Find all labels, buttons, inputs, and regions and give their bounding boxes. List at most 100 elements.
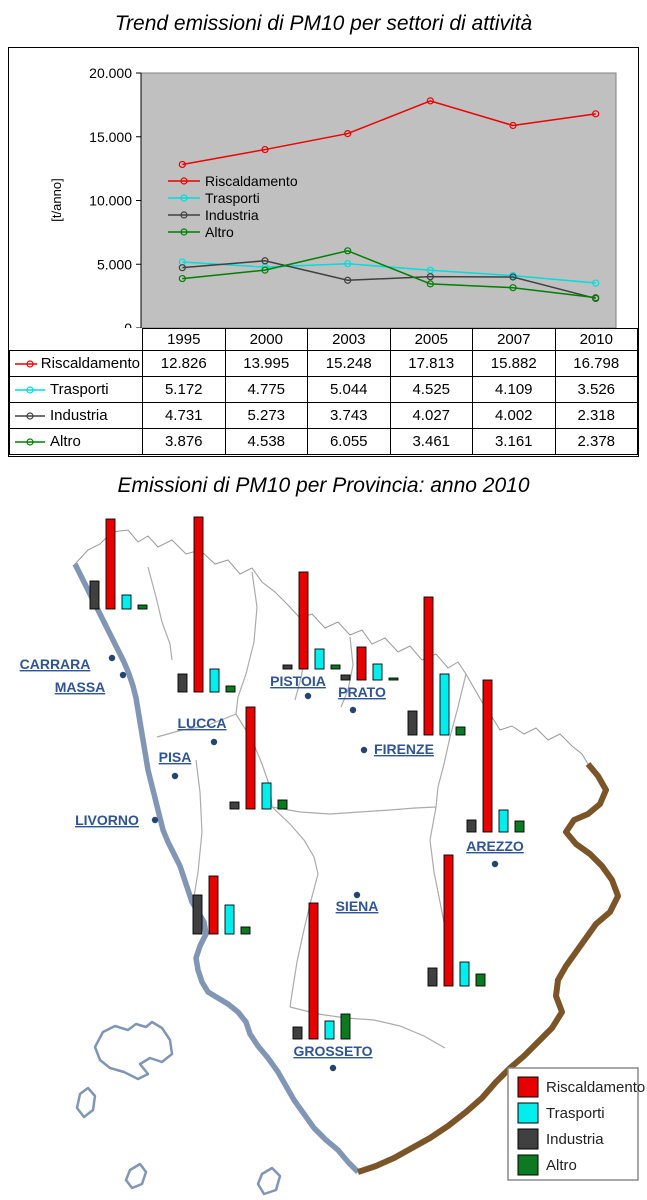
province-bar [455,726,466,736]
city-dot [304,692,312,700]
value-cell: 17.813 [389,350,473,377]
province-bar [208,875,219,935]
series-marker [509,121,517,130]
legend-marker [180,194,188,202]
province-group: PISTOIA [270,571,341,700]
legend-label: Altro [205,224,234,240]
value-cell: 12.826 [142,350,226,377]
map-legend: Riscaldamento Trasporti Industria Altro [507,1067,645,1181]
row-marker [15,411,45,420]
province-bar [282,664,293,670]
year-header: 1995 [142,328,226,351]
value-cell: 4.538 [224,428,308,455]
map-title: Emissioni di PM10 per Provincia: anno 20… [117,474,530,497]
series-marker [261,145,269,154]
province-bar [372,663,383,681]
row-marker [15,359,37,368]
province-bar [137,604,148,610]
apennine-border [357,762,621,1175]
province-bar [277,799,288,810]
province-bar [459,961,470,987]
province-label: MASSA [55,679,106,695]
city-dot [119,671,127,679]
row-label-cell: Altro [9,428,143,455]
series-marker [178,160,186,169]
value-cell: 3.526 [554,376,638,403]
series-marker [344,276,352,284]
y-tick-label: 0 [124,320,132,328]
province-bar [192,894,203,935]
province-bar [177,673,188,693]
province-bar [229,801,240,810]
value-cell: 4.775 [224,376,308,403]
island-montecristo [256,1166,282,1196]
province-bar [330,664,341,670]
value-cell: 3.161 [472,428,556,455]
value-cell: 13.995 [224,350,308,377]
value-cell: 4.109 [472,376,556,403]
island-giglio [124,1162,148,1190]
series-marker [509,284,517,292]
table-row: Riscaldamento 12.826 13.995 15.248 17.813 15.… [9,350,638,377]
province-bar [292,1026,303,1040]
map-legend-label: Altro [546,1157,577,1174]
province-bar [388,677,399,681]
trend-chart-frame: 20.000 15.000 10.000 5.000 0 [t/anno] Riscalda… [8,47,639,457]
island-elba [93,1020,174,1081]
city-dot [360,746,368,754]
province-bar [240,926,251,935]
map-legend-label: Riscaldamento [546,1079,645,1096]
province-group: SIENA [336,854,486,987]
map-legend-swatch [517,1154,539,1176]
value-cell: 15.248 [307,350,391,377]
row-marker [15,385,45,394]
row-marker [15,437,45,446]
trend-table-body: Riscaldamento 12.826 13.995 15.248 17.813 15.… [9,350,638,455]
province-label: PISA [159,749,192,765]
series-marker [426,97,434,105]
y-tick-label: 10.000 [89,193,132,209]
y-axis-label: [t/anno] [49,178,64,221]
series-marker [509,273,517,281]
year-header: 2000 [224,328,308,351]
value-cell: 3.461 [389,428,473,455]
value-cell: 3.743 [307,402,391,429]
province-bar [308,902,319,1040]
value-cell: 4.027 [389,402,473,429]
year-header: 2003 [307,328,391,351]
trend-data-table: 1995 2000 2003 2005 2007 2010 Riscaldamento 12… [9,328,638,455]
province-bar [209,668,220,693]
city-dot [171,772,179,780]
trend-chart-title: Trend emissioni di PM10 per settori di a… [114,12,533,35]
islands [75,1020,282,1196]
province-label: SIENA [336,898,379,914]
series-marker [261,257,269,265]
province-bar [356,646,367,681]
province-label: GROSSETO [293,1043,372,1059]
province-label: LUCCA [178,715,227,731]
year-header: 2010 [554,328,638,351]
province-bar [245,706,256,810]
province-group: LUCCA [177,516,236,746]
value-cell: 3.876 [142,428,226,455]
province-bar [225,685,236,693]
series-marker [261,266,269,274]
province-group: FIRENZE [360,596,466,757]
value-cell: 5.273 [224,402,308,429]
plot-area [140,72,617,328]
map-legend-swatch [517,1102,539,1124]
province-bar [427,967,438,987]
legend-marker [180,211,188,219]
province-group: GROSSETO [292,902,373,1072]
province-bar [407,710,418,736]
island-capraia [75,1086,97,1119]
table-corner-cell [9,328,143,351]
value-cell: 2.318 [554,402,638,429]
province-bar [498,809,509,833]
legend-label: Riscaldamento [205,173,298,189]
series-marker [592,294,600,302]
province-bar-charts: CARRARA MASSA LUCCA PISTOIA PRATO FIRENZE PISA… [20,516,525,1072]
province-bar [514,820,525,833]
province-label: FIRENZE [374,741,434,757]
